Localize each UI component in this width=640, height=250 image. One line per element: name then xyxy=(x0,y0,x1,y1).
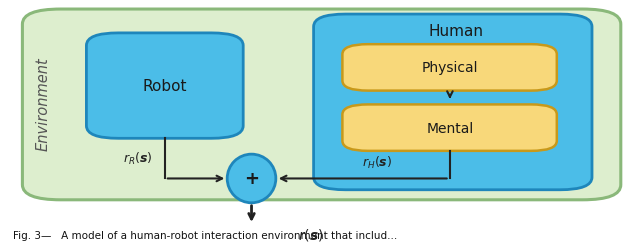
Text: +: + xyxy=(244,170,259,188)
Text: $r(\boldsymbol{s})$: $r(\boldsymbol{s})$ xyxy=(298,226,323,242)
Text: Environment: Environment xyxy=(36,57,51,150)
FancyBboxPatch shape xyxy=(86,34,243,139)
FancyBboxPatch shape xyxy=(342,45,557,91)
FancyBboxPatch shape xyxy=(22,10,621,200)
FancyBboxPatch shape xyxy=(314,15,592,190)
Text: Fig. 3—   A model of a human-robot interaction environment that includ...: Fig. 3— A model of a human-robot interac… xyxy=(13,230,397,240)
FancyBboxPatch shape xyxy=(342,105,557,151)
Text: $r_R(\boldsymbol{s})$: $r_R(\boldsymbol{s})$ xyxy=(123,150,152,166)
Text: Mental: Mental xyxy=(426,121,474,135)
Text: Physical: Physical xyxy=(422,61,478,75)
Ellipse shape xyxy=(227,154,276,203)
Text: $r_H(\boldsymbol{s})$: $r_H(\boldsymbol{s})$ xyxy=(362,154,392,170)
Text: Human: Human xyxy=(428,24,483,39)
Text: Robot: Robot xyxy=(143,79,188,94)
